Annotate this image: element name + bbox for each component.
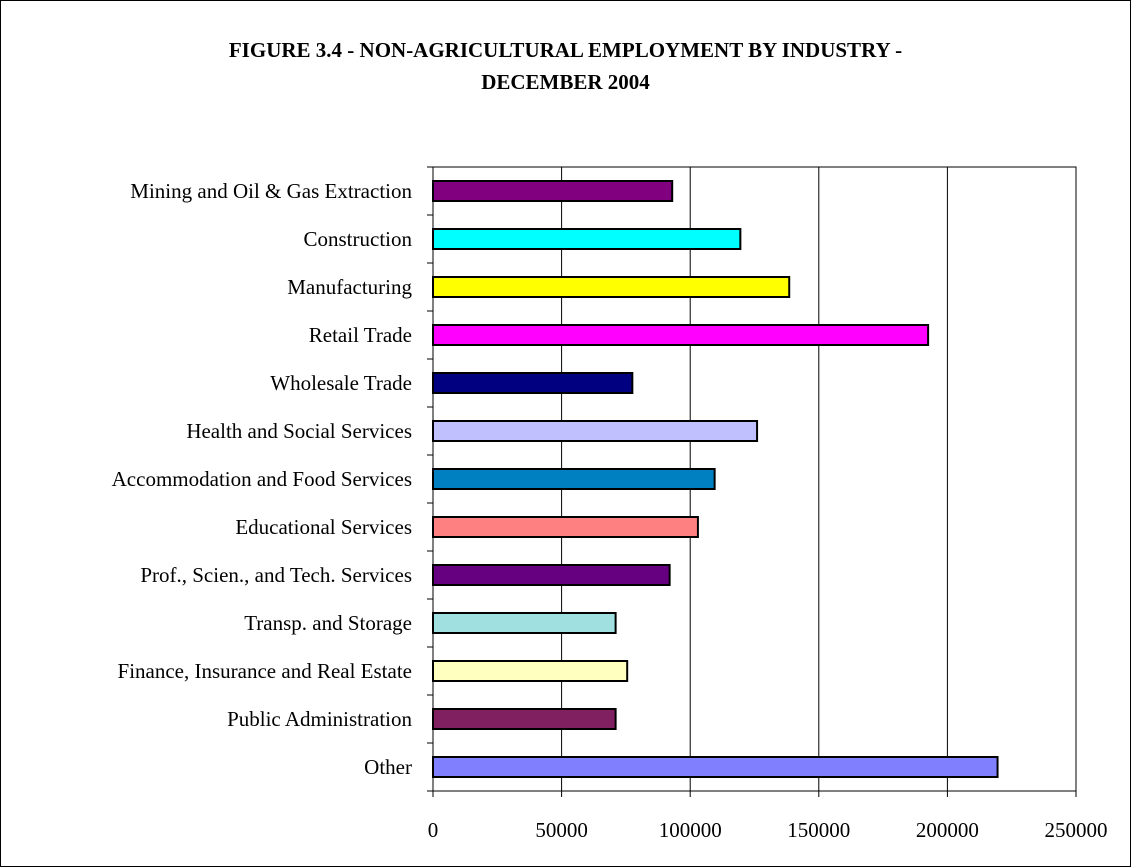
category-label-12: Other bbox=[364, 755, 412, 779]
chart-title-line-2: DECEMBER 2004 bbox=[481, 70, 650, 94]
category-label-8: Prof., Scien., and Tech. Services bbox=[140, 563, 412, 587]
category-label-0: Mining and Oil & Gas Extraction bbox=[130, 179, 412, 203]
bar-10 bbox=[432, 660, 629, 682]
category-label-5: Health and Social Services bbox=[186, 419, 412, 443]
x-tick-label-4: 200000 bbox=[916, 818, 979, 842]
category-label-1: Construction bbox=[304, 227, 413, 251]
bar-4 bbox=[432, 372, 634, 394]
bar-3 bbox=[432, 324, 930, 346]
bar-2 bbox=[432, 276, 791, 298]
x-tick-label-5: 250000 bbox=[1045, 818, 1108, 842]
bar-1 bbox=[432, 228, 742, 250]
bar-5 bbox=[432, 420, 759, 442]
bar-8 bbox=[432, 564, 671, 586]
category-labels: Mining and Oil & Gas Extraction Construct… bbox=[112, 179, 413, 779]
bar-6 bbox=[432, 468, 716, 490]
x-tick-label-0: 0 bbox=[428, 818, 439, 842]
chart-title: FIGURE 3.4 - NON-AGRICULTURAL EMPLOYMENT… bbox=[0, 34, 1131, 98]
bar-12 bbox=[432, 756, 999, 778]
bar-11 bbox=[432, 708, 617, 730]
x-tick-label-2: 100000 bbox=[659, 818, 722, 842]
category-label-2: Manufacturing bbox=[287, 275, 412, 299]
bar-9 bbox=[432, 612, 617, 634]
category-label-10: Finance, Insurance and Real Estate bbox=[118, 659, 412, 683]
bar-0 bbox=[432, 180, 674, 202]
category-label-9: Transp. and Storage bbox=[244, 611, 412, 635]
category-label-3: Retail Trade bbox=[309, 323, 412, 347]
category-label-7: Educational Services bbox=[235, 515, 412, 539]
bars bbox=[432, 180, 999, 778]
x-tick-label-1: 50000 bbox=[535, 818, 588, 842]
category-label-4: Wholesale Trade bbox=[270, 371, 412, 395]
x-tick-label-3: 150000 bbox=[787, 818, 850, 842]
category-label-11: Public Administration bbox=[227, 707, 412, 731]
category-label-6: Accommodation and Food Services bbox=[112, 467, 412, 491]
x-tick-labels: 0 50000 100000 150000 200000 250000 bbox=[428, 818, 1108, 842]
axes bbox=[427, 166, 1077, 797]
chart-title-line-1: FIGURE 3.4 - NON-AGRICULTURAL EMPLOYMENT… bbox=[228, 38, 903, 62]
bar-7 bbox=[432, 516, 699, 538]
